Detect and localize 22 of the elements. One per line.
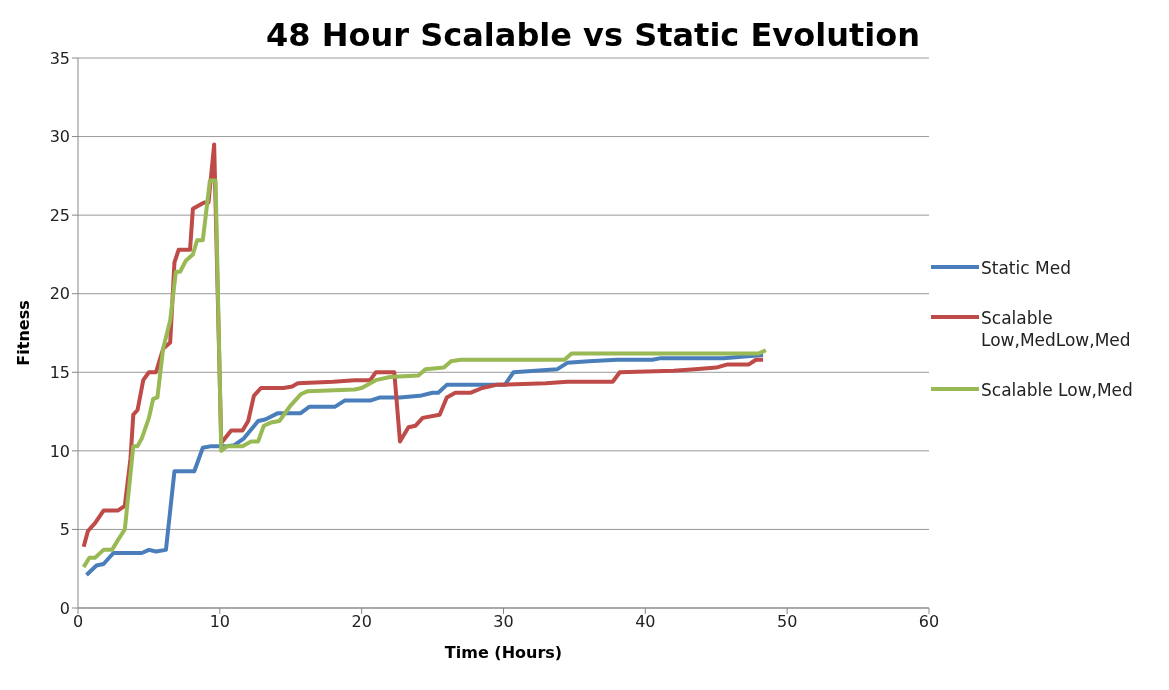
legend-label: Scalable Low,MedLow,Med <box>981 307 1132 351</box>
y-tick-label: 10 <box>49 441 70 461</box>
y-tick-label: 20 <box>49 284 70 304</box>
y-tick-label: 25 <box>49 205 70 225</box>
legend-label: Static Med <box>981 257 1071 279</box>
x-tick-label: 50 <box>776 612 798 632</box>
y-axis-title: Fitness <box>13 300 33 366</box>
y-tick-label: 30 <box>49 127 70 147</box>
x-tick-label: 20 <box>351 612 372 632</box>
x-axis-title: Time (Hours) <box>444 643 563 662</box>
line-series <box>84 353 766 577</box>
x-tick-label: 40 <box>635 612 656 632</box>
y-tick-label: 5 <box>59 520 70 540</box>
y-tick-label: 15 <box>49 362 70 382</box>
x-tick-label: 0 <box>72 612 84 632</box>
legend-label: Scalable Low,Med <box>981 379 1133 401</box>
x-tick-label: 10 <box>209 612 231 632</box>
y-tick-label: 0 <box>59 598 70 618</box>
x-tick-label: 60 <box>918 612 940 632</box>
x-tick-label: 30 <box>493 612 514 632</box>
y-tick-label: 35 <box>49 48 70 68</box>
chart-title: 48 Hour Scalable vs Static Evolution <box>266 16 920 54</box>
